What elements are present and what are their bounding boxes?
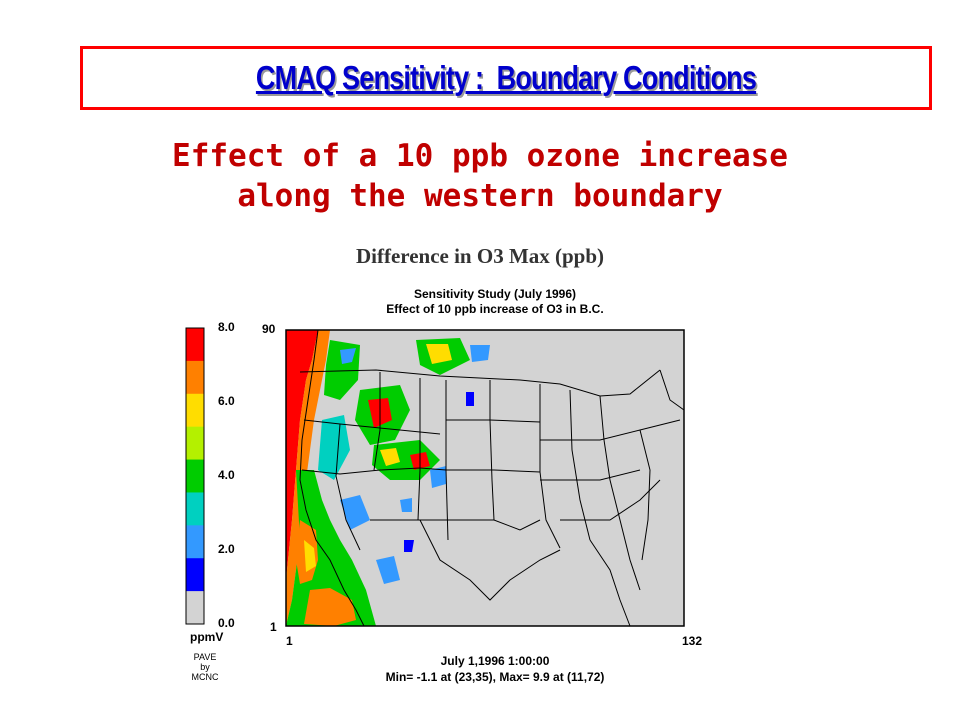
state-line-4 <box>373 372 381 471</box>
legend-swatch <box>186 525 204 559</box>
title-box: CMAQ Sensitivity : Boundary Conditions <box>80 46 932 110</box>
legend-label: 2.0 <box>218 542 235 556</box>
subtitle-line-1: Effect of a 10 ppb ozone increase <box>172 138 788 174</box>
plot-header-line-1: Sensitivity Study (July 1996) <box>413 287 577 301</box>
cell-region-blue-2 <box>470 345 490 362</box>
state-line-15 <box>560 479 661 521</box>
florida <box>589 539 631 627</box>
state-line-16 <box>599 395 641 591</box>
plot-footer-line-1: July 1,1996 1:00:00 <box>440 654 550 668</box>
legend-swatch <box>186 492 204 526</box>
map-frame <box>285 329 685 627</box>
cell-region-blue-7 <box>466 392 474 406</box>
west-coastline <box>299 329 365 627</box>
x-axis-right-label: 132 <box>682 634 703 648</box>
legend-swatch <box>186 393 204 428</box>
us-canada-border <box>299 369 661 397</box>
cell-region-blue-4 <box>404 540 414 552</box>
us-mexico-gulf <box>370 519 561 601</box>
pave-credit: PAVE by MCNC <box>190 652 220 682</box>
cell-region-yellow-central <box>380 448 400 466</box>
legend-swatch <box>186 459 204 493</box>
subtitle-line-2: along the western boundary <box>237 178 723 214</box>
state-line-8 <box>446 419 541 423</box>
state-line-13 <box>540 419 681 441</box>
legend-border <box>185 327 205 625</box>
state-line-10 <box>420 519 541 531</box>
legend-label: 6.0 <box>218 394 235 408</box>
legend-swatch <box>186 591 204 625</box>
y-axis-top-label: 90 <box>262 322 276 336</box>
map-boundaries <box>299 329 685 627</box>
cell-region-yellow-north <box>426 344 452 364</box>
cell-region-orange-sw <box>304 588 356 626</box>
state-line-11 <box>539 384 561 549</box>
legend-label: 8.0 <box>218 320 235 334</box>
state-line-3 <box>335 423 361 551</box>
x-axis-left-label: 1 <box>286 634 293 648</box>
northeast-coast <box>659 369 685 411</box>
legend-unit: ppmV <box>190 630 224 644</box>
cell-region-blue-8 <box>376 556 400 584</box>
cell-region-blue-6 <box>430 466 446 488</box>
cell-region-blue-5 <box>340 495 370 530</box>
east-coastline <box>639 429 651 561</box>
legend-label: 4.0 <box>218 468 235 482</box>
state-line-14 <box>540 469 641 481</box>
legend-swatch <box>186 360 204 395</box>
credit-line-1: PAVE <box>193 652 217 662</box>
cell-region-green-south <box>286 470 376 626</box>
plot-footer-line-2: Min= -1.1 at (23,35), Max= 9.9 at (11,72… <box>385 670 605 684</box>
cell-region-cyan-west <box>318 415 350 480</box>
cell-region-blue-1 <box>340 348 356 364</box>
legend-swatch <box>186 558 204 592</box>
cell-region-red <box>286 330 318 580</box>
state-line-7 <box>489 380 495 521</box>
cell-region-yellow-south <box>304 540 316 572</box>
cell-region-blue-3 <box>400 498 412 512</box>
credit-line-2: by <box>200 662 210 672</box>
legend-colorbar <box>185 327 205 625</box>
legend-label: 0.0 <box>218 616 235 630</box>
credit-line-3: MCNC <box>191 672 219 682</box>
y-axis-bottom-label: 1 <box>270 620 277 634</box>
legend-swatch <box>186 328 204 362</box>
state-line-9 <box>446 469 541 473</box>
legend-swatch <box>186 426 204 461</box>
state-line-2 <box>301 467 447 475</box>
plot-header-line-2: Effect of 10 ppb increase of O3 in B.C. <box>386 302 604 316</box>
slide-title: CMAQ Sensitivity : Boundary Conditions <box>255 59 757 96</box>
state-line-5 <box>417 378 421 521</box>
figure-title: Difference in O3 Max (ppb) <box>355 244 605 268</box>
